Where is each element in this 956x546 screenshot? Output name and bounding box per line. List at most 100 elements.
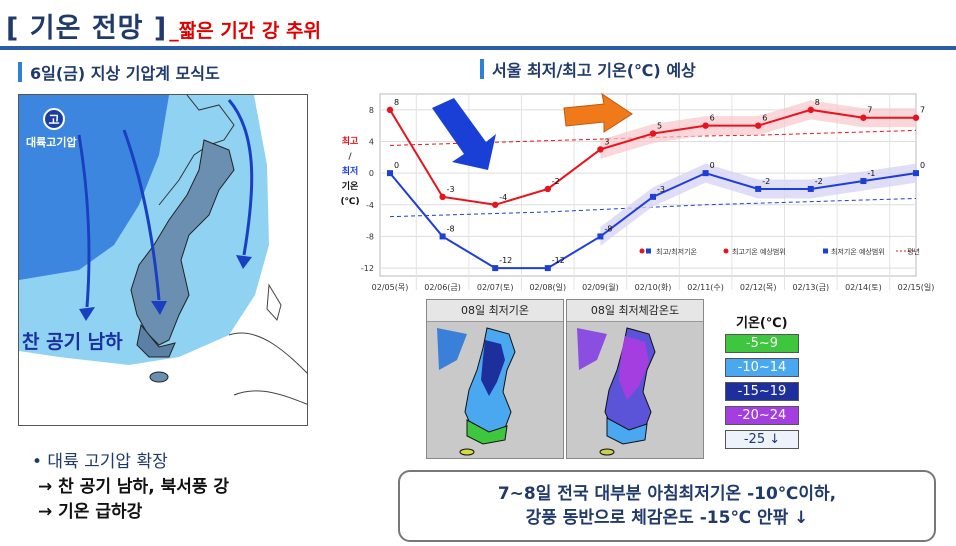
- x-tick-label: 02/13(금): [792, 283, 829, 292]
- right-section-heading: 서울 최저/최고 기온(℃) 예상: [480, 57, 696, 81]
- high-temp-point: [439, 193, 446, 201]
- legend-high-range-marker: [723, 248, 729, 254]
- x-tick-label: 02/11(수): [687, 283, 724, 292]
- high-temp-label: 6: [762, 114, 767, 123]
- y-tick-label: 0: [369, 169, 374, 178]
- high-temp-label: 7: [867, 106, 872, 115]
- y-tick-label: -12: [361, 264, 374, 273]
- pressure-map-graphic: [19, 95, 307, 425]
- high-pressure-badge: 고: [43, 108, 65, 130]
- pressure-map: [18, 94, 308, 426]
- low-temp-label: -8: [447, 224, 455, 233]
- heading-bar: [480, 59, 484, 79]
- x-tick-label: 02/09(월): [582, 282, 619, 292]
- low-temp-label: -8: [604, 224, 612, 233]
- y-tick-label: 4: [369, 137, 374, 146]
- heading-bar: [18, 62, 22, 82]
- x-tick-label: 02/15(일): [898, 283, 935, 292]
- legend-scale-item: -25 ↓: [725, 430, 799, 449]
- high-temp-label: -3: [447, 185, 455, 194]
- low-temp-label: 0: [394, 161, 399, 170]
- high-temp-point: [755, 122, 762, 129]
- left-section-heading: 6일(금) 지상 기압계 모식도: [18, 60, 220, 84]
- wind-chill-map: 08일 최저체감온도: [566, 299, 704, 459]
- chart-legend-label: 최고기온 예상범위: [732, 247, 786, 256]
- left-heading-text: 6일(금) 지상 기압계 모식도: [30, 64, 220, 83]
- cold-air-label: 찬 공기 남하: [22, 331, 123, 353]
- high-temp-point: [860, 114, 867, 121]
- legend-scale-item: -15~19: [725, 382, 799, 401]
- high-range-band: [600, 100, 916, 159]
- low-temp-point: [860, 178, 867, 185]
- low-temp-label: -2: [762, 177, 770, 186]
- summary-line: 강풍 동반으로 체감온도 -15℃ 안팎 ↓: [525, 508, 809, 528]
- normal-low-line: [389, 197, 917, 218]
- low-temp-label: 0: [920, 161, 925, 170]
- falling-arrow-icon: [432, 98, 496, 170]
- high-temp-point: [807, 106, 814, 114]
- low-temp-point: [492, 265, 499, 272]
- low-temp-point: [807, 185, 814, 192]
- y-axis-label: 최저: [342, 165, 359, 177]
- x-tick-label: 02/07(토): [477, 283, 514, 292]
- wind-chill-map-title: 08일 최저체감온도: [567, 300, 703, 322]
- y-tick-label: -4: [366, 201, 374, 210]
- x-tick-label: 02/12(목): [740, 283, 777, 292]
- chart-legend-label: 평년: [907, 247, 920, 256]
- x-tick-label: 02/08(일): [529, 283, 566, 292]
- high-temp-point: [492, 201, 499, 208]
- low-temp-point: [439, 233, 446, 240]
- low-temp-point: [544, 265, 551, 272]
- y-axis-label: /: [348, 152, 352, 162]
- bullet-list: • 대륙 고기압 확장 → 찬 공기 남하, 북서풍 강 → 기온 급하강: [32, 450, 229, 525]
- min-temp-map-title: 08일 최저기온: [427, 300, 563, 322]
- low-temp-point: [913, 170, 919, 177]
- legend-high-marker: [639, 248, 645, 254]
- high-temp-point: [544, 185, 551, 193]
- bullet-item: → 기온 급하강: [38, 502, 143, 522]
- high-temp-label: 3: [604, 137, 609, 146]
- bullet-item: → 찬 공기 남하, 북서풍 강: [38, 477, 230, 497]
- low-temp-label: -12: [499, 256, 512, 265]
- min-temp-map-graphic: [427, 322, 563, 458]
- y-tick-label: -8: [366, 232, 374, 241]
- chart-legend-label: 최저기온 예상범위: [831, 247, 885, 256]
- high-pressure-label: 대륙고기압: [26, 136, 77, 149]
- low-temp-point: [650, 193, 656, 200]
- high-temp-point: [702, 122, 709, 129]
- page-title: [ 기온 전망 ] _짧은 기간 강 추위: [6, 6, 321, 44]
- summary-box: 7~8일 전국 대부분 아침최저기온 -10℃이하, 강풍 동반으로 체감온도 …: [398, 470, 936, 542]
- low-temp-point: [702, 170, 709, 177]
- legend-title: 기온(℃): [736, 316, 788, 331]
- bullet-item: • 대륙 고기압 확장: [32, 452, 168, 472]
- high-temp-point: [386, 106, 394, 114]
- low-temp-point: [597, 233, 604, 240]
- high-temp-label: -4: [499, 193, 507, 202]
- high-temp-label: 7: [920, 106, 925, 115]
- low-temp-label: -3: [657, 185, 665, 194]
- high-temp-point: [597, 146, 604, 153]
- x-tick-label: 02/14(토): [845, 283, 882, 292]
- high-temp-label: 5: [657, 122, 662, 131]
- x-tick-label: 02/05(목): [372, 283, 409, 292]
- low-temp-label: -1: [867, 169, 875, 178]
- y-axis-label: 최고: [342, 135, 359, 147]
- high-temp-label: 8: [394, 98, 399, 107]
- high-temp-label: -2: [552, 177, 560, 186]
- low-temp-label: -12: [552, 256, 565, 265]
- y-axis-label: (℃): [340, 197, 359, 207]
- y-tick-label: 8: [369, 106, 374, 115]
- title-underline: [0, 46, 956, 50]
- legend-scale-item: -10~14: [725, 358, 799, 377]
- high-temp-label: 8: [815, 98, 820, 107]
- low-temp-point: [387, 170, 393, 177]
- title-main: [ 기온 전망 ]: [6, 13, 168, 44]
- legend-scale-item: -20~24: [725, 406, 799, 425]
- high-temp-label: 6: [710, 114, 715, 123]
- rising-arrow-icon: [563, 92, 633, 133]
- x-tick-label: 02/06(금): [424, 283, 461, 292]
- right-heading-text: 서울 최저/최고 기온(℃) 예상: [492, 61, 696, 80]
- low-temp-label: -2: [815, 177, 823, 186]
- high-temp-point: [912, 114, 920, 121]
